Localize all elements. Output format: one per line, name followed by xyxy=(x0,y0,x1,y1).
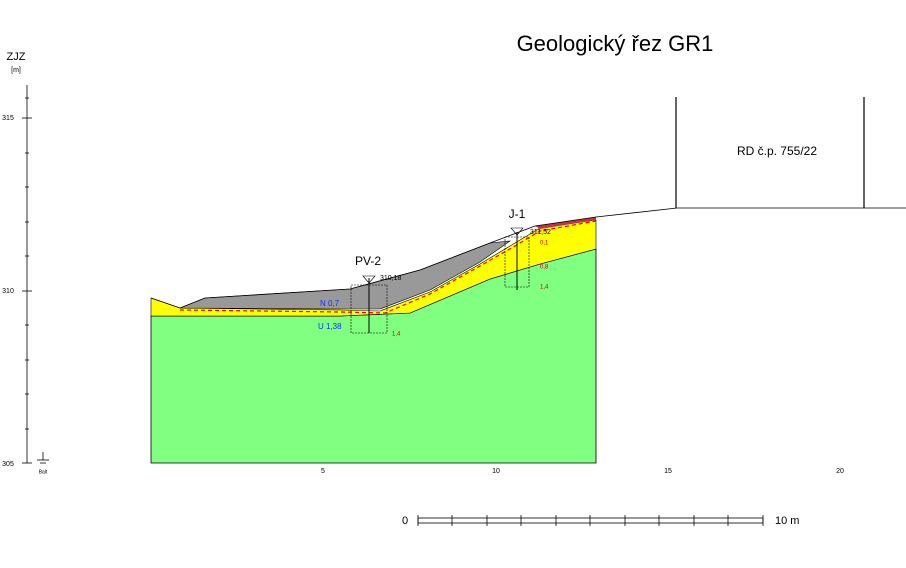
water-level: U 1,38 xyxy=(318,322,342,331)
scale-start: 0 xyxy=(402,515,408,527)
direction: ZJZ xyxy=(7,51,26,63)
borehole-name: J-1 xyxy=(509,207,526,221)
top-layer xyxy=(535,217,596,229)
x-tick-label: 20 xyxy=(836,468,844,475)
interface-line xyxy=(179,220,597,314)
datum: Balt xyxy=(39,469,48,475)
building xyxy=(675,97,865,208)
depth-label: 0,8 xyxy=(540,265,549,271)
depth-label: 1,4 xyxy=(540,285,549,291)
bedrock xyxy=(150,248,597,464)
water-level: N 0,7 xyxy=(320,299,340,308)
borehole-elevation: 310,18 xyxy=(380,275,402,282)
depth-label: 0,1 xyxy=(540,241,549,247)
y-tick-label: 315 xyxy=(2,115,14,122)
y-tick-label: 310 xyxy=(2,288,14,295)
borehole-elevation: 311,52 xyxy=(530,229,551,236)
x-tick-label: 15 xyxy=(664,468,672,475)
scale-bar xyxy=(417,515,764,526)
depth-label: 1,4 xyxy=(392,332,401,338)
borehole-head xyxy=(362,275,376,284)
title: Geologický řez GR1 xyxy=(517,31,714,56)
building-label: RD č.p. 755/22 xyxy=(737,144,817,158)
datum-symbol xyxy=(37,452,49,464)
borehole-head xyxy=(510,227,524,236)
scale-end: 10 m xyxy=(775,515,799,527)
y-axis xyxy=(22,85,32,464)
unit: [m] xyxy=(11,67,21,74)
x-tick-label: 5 xyxy=(321,468,325,475)
x-tick-label: 10 xyxy=(492,468,500,475)
y-tick-label: 305 xyxy=(2,461,14,468)
borehole-name: PV-2 xyxy=(355,254,381,268)
terrain xyxy=(150,207,906,309)
